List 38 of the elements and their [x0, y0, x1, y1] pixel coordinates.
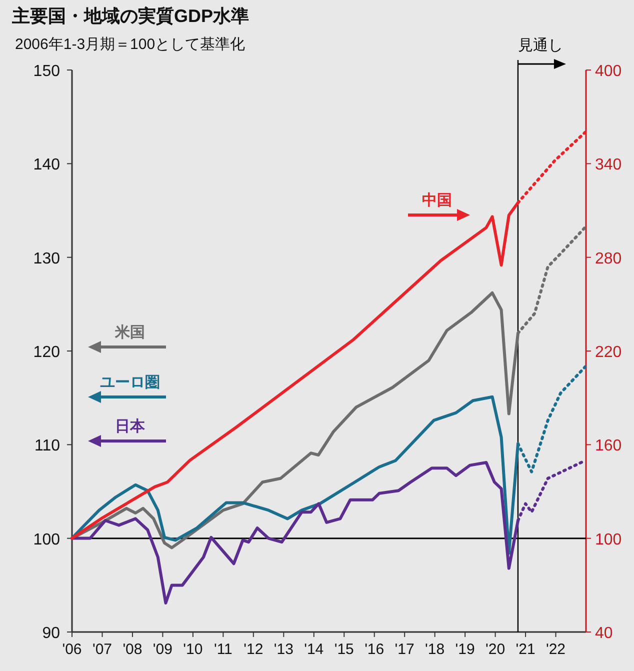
y-tick-label: 150 — [33, 63, 60, 80]
x-tick-label: '08 — [122, 641, 142, 658]
x-tick-label: '10 — [183, 641, 203, 658]
x-tick-label: '21 — [516, 641, 536, 658]
y-tick-label: 140 — [33, 156, 60, 174]
y-tick-label: 110 — [34, 438, 60, 455]
x-tick-label: '06 — [62, 641, 82, 658]
x-tick-label: '19 — [455, 641, 475, 658]
y-tick-label: 100 — [33, 531, 60, 548]
chart-subtitle: 2006年1-3月期＝100として基準化 — [15, 36, 246, 53]
y2-tick-label: 40 — [595, 625, 613, 642]
y2-tick-label: 400 — [595, 63, 622, 80]
x-tick-label: '20 — [486, 641, 506, 658]
y2-tick-label: 100 — [595, 531, 622, 548]
text: 中国 — [422, 192, 452, 209]
x-tick-label: '15 — [334, 641, 354, 658]
y2-tick-label: 220 — [595, 344, 622, 361]
chart-title: 主要国・地域の実質GDP水準 — [11, 6, 250, 26]
text: 日本 — [115, 418, 146, 435]
x-tick-label: '16 — [364, 641, 384, 658]
text: ユーロ圏 — [100, 374, 160, 391]
y2-tick-label: 280 — [595, 250, 622, 268]
x-tick-label: '13 — [274, 641, 294, 658]
y2-tick-label: 340 — [595, 156, 622, 174]
x-tick-label: '07 — [92, 641, 112, 658]
x-tick-label: '22 — [546, 641, 566, 658]
y-tick-label: 130 — [33, 250, 60, 268]
y-tick-label: 90 — [42, 625, 60, 642]
x-tick-label: '18 — [425, 641, 445, 658]
x-tick-label: '09 — [152, 641, 172, 658]
x-tick-label: '11 — [214, 641, 232, 658]
x-tick-label: '12 — [244, 641, 264, 658]
x-tick-label: '14 — [304, 641, 324, 658]
y2-tick-label: 160 — [595, 438, 622, 455]
y-tick-label: 120 — [33, 344, 60, 361]
ref-line-label: 見通し — [518, 37, 563, 54]
text: 米国 — [114, 324, 145, 341]
x-tick-label: '17 — [394, 641, 414, 658]
